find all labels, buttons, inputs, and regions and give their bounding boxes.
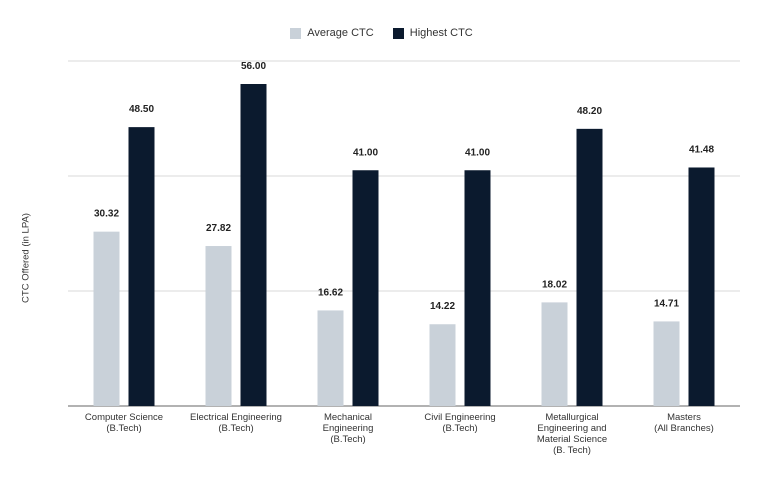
x-tick-label-line: (B.Tech) bbox=[106, 423, 141, 434]
data-label-highest-ctc: 41.48 bbox=[689, 144, 714, 155]
legend-label-highest: Highest CTC bbox=[409, 27, 473, 39]
bar-highest-ctc bbox=[240, 84, 267, 406]
data-label-highest-ctc: 48.50 bbox=[129, 104, 154, 115]
x-tick-label-line: (B.Tech) bbox=[330, 434, 365, 445]
x-tick-label: Metallurgical Engineering and Material Sci… bbox=[537, 412, 607, 456]
x-tick-label-line: (B. Tech) bbox=[553, 445, 591, 456]
bar-highest-ctc bbox=[352, 170, 379, 406]
x-tick-label-line: Engineering and bbox=[537, 423, 606, 434]
x-tick-label-line: Civil Engineering bbox=[424, 412, 495, 423]
bar-average-ctc bbox=[653, 321, 680, 406]
bar-highest-ctc bbox=[464, 170, 491, 406]
data-label-average-ctc: 27.82 bbox=[206, 223, 231, 234]
bar-average-ctc bbox=[541, 302, 568, 406]
data-label-highest-ctc: 56.00 bbox=[241, 61, 266, 72]
bar-highest-ctc bbox=[128, 127, 155, 406]
x-tick-label: Masters (All Branches) bbox=[654, 412, 714, 434]
legend-item-highest: Highest CTC bbox=[392, 27, 473, 39]
x-tick-label: Electrical Engineering (B.Tech) bbox=[190, 412, 282, 434]
data-label-average-ctc: 14.71 bbox=[654, 298, 679, 309]
x-tick-label-line: (All Branches) bbox=[654, 423, 714, 434]
bar-average-ctc bbox=[429, 324, 456, 406]
legend-label-average: Average CTC bbox=[307, 27, 374, 39]
x-tick-label-line: Electrical Engineering bbox=[190, 412, 282, 423]
bar-highest-ctc bbox=[688, 167, 715, 406]
x-tick-label-line: Mechanical bbox=[324, 412, 372, 423]
legend-item-average: Average CTC bbox=[290, 27, 374, 39]
chart-legend: Average CTC Highest CTC bbox=[0, 27, 763, 42]
x-tick-label-line: Engineering bbox=[323, 423, 374, 434]
bar-average-ctc bbox=[205, 246, 232, 406]
data-label-average-ctc: 14.22 bbox=[430, 301, 455, 312]
x-tick-label-line: (B.Tech) bbox=[218, 423, 253, 434]
x-tick-label: Computer Science (B.Tech) bbox=[85, 412, 163, 434]
x-tick-label-line: Material Science bbox=[537, 434, 607, 445]
data-label-average-ctc: 16.62 bbox=[318, 287, 343, 298]
x-tick-label-line: Metallurgical bbox=[545, 412, 598, 423]
x-tick-label-line: Computer Science bbox=[85, 412, 163, 423]
x-tick-label-line: (B.Tech) bbox=[442, 423, 477, 434]
x-tick-label: Mechanical Engineering (B.Tech) bbox=[323, 412, 374, 445]
legend-swatch-highest bbox=[392, 27, 404, 39]
x-tick-label: Civil Engineering (B.Tech) bbox=[424, 412, 495, 434]
x-tick-label-line: Masters bbox=[667, 412, 701, 423]
data-label-average-ctc: 30.32 bbox=[94, 209, 119, 220]
data-label-highest-ctc: 48.20 bbox=[577, 106, 602, 117]
bar-average-ctc bbox=[93, 231, 120, 406]
bar-highest-ctc bbox=[576, 128, 603, 406]
data-label-average-ctc: 18.02 bbox=[542, 279, 567, 290]
legend-swatch-average bbox=[290, 27, 302, 39]
data-label-highest-ctc: 41.00 bbox=[353, 147, 378, 158]
bar-average-ctc bbox=[317, 310, 344, 406]
data-label-highest-ctc: 41.00 bbox=[465, 147, 490, 158]
